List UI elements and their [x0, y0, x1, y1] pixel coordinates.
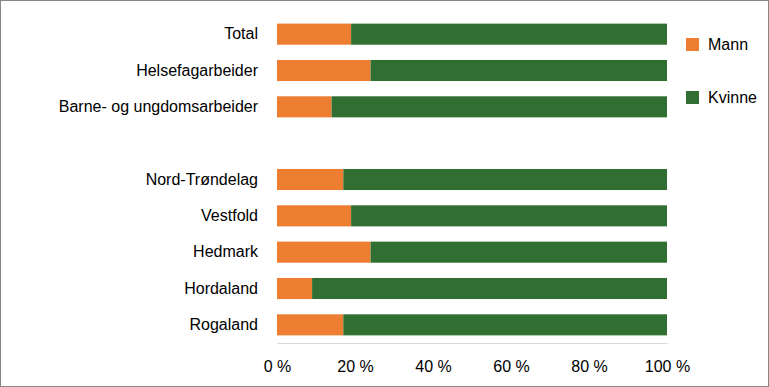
x-tick: 80 %: [571, 343, 607, 375]
axis-line: [278, 343, 668, 344]
bar: [312, 278, 667, 299]
y-tick: Hordaland: [184, 280, 277, 297]
category-label: Hedmark: [193, 243, 259, 260]
y-tick: Nord-Trøndelag: [146, 171, 277, 188]
tick-label: 20 %: [337, 358, 373, 375]
y-tick: Hedmark: [193, 243, 277, 260]
x-tick: 0 %: [264, 343, 292, 375]
bar: [277, 96, 332, 117]
category-label: Total: [224, 25, 258, 42]
bar: [277, 169, 343, 190]
x-axis: 0 % 20 % 40 % 60 % 80 % 100 %: [264, 343, 690, 375]
bar: [343, 169, 667, 190]
tick-label: 0 %: [264, 358, 292, 375]
bar: [277, 205, 351, 226]
bar: [277, 60, 371, 81]
y-tick: Total: [224, 25, 277, 42]
category-label: Vestfold: [201, 207, 258, 224]
category-label: Hordaland: [184, 280, 258, 297]
y-tick: Rogaland: [190, 316, 278, 333]
tick-label: 60 %: [493, 358, 529, 375]
y-tick: Helsefagarbeider: [136, 62, 277, 79]
x-tick: 60 %: [493, 343, 529, 375]
x-tick: 40 %: [415, 343, 451, 375]
bar: [351, 24, 667, 45]
y-tick: Vestfold: [201, 207, 277, 224]
bar: [277, 242, 371, 263]
y-tick: Barne- og ungdomsarbeider: [59, 98, 277, 115]
x-tick: 20 %: [337, 343, 373, 375]
tick-label: 80 %: [571, 358, 607, 375]
legend-swatch: [686, 91, 699, 104]
chart-frame: [1, 1, 769, 387]
bar: [277, 278, 312, 299]
bar: [343, 314, 667, 335]
bar: [371, 60, 667, 81]
tick-label: 40 %: [415, 358, 451, 375]
category-label: Nord-Trøndelag: [146, 171, 258, 188]
legend-swatch: [686, 38, 699, 51]
bar: [351, 205, 667, 226]
bars: [277, 24, 667, 336]
category-label: Rogaland: [190, 316, 259, 333]
x-tick: 100 %: [645, 343, 690, 375]
bar: [277, 314, 343, 335]
chart: 0 % 20 % 40 % 60 % 80 % 100 % Total Helsefagarb…: [0, 0, 769, 387]
legend-label: Mann: [708, 36, 748, 53]
bar: [371, 242, 667, 263]
category-label: Barne- og ungdomsarbeider: [59, 98, 259, 115]
category-label: Helsefagarbeider: [136, 62, 259, 79]
bar: [277, 24, 351, 45]
legend: Mann Kvinne: [686, 36, 757, 106]
y-axis: Total Helsefagarbeider Barne- og ungdomsar…: [59, 25, 277, 333]
tick-label: 100 %: [645, 358, 690, 375]
bar: [332, 96, 667, 117]
legend-label: Kvinne: [708, 89, 757, 106]
